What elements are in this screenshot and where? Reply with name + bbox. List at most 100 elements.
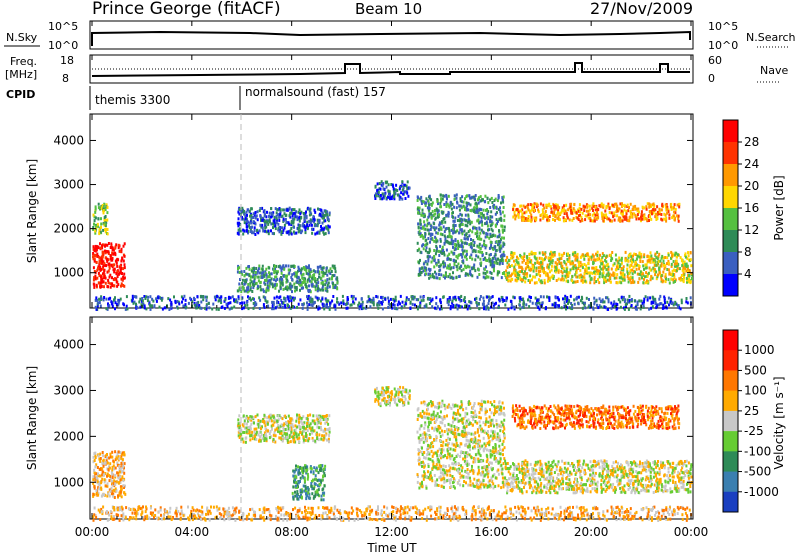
data-cell [443,265,445,268]
data-cell [306,224,308,227]
data-cell [671,263,673,266]
data-cell [448,215,450,218]
data-cell [450,202,452,205]
data-cell [118,244,120,247]
data-cell [328,414,330,417]
data-cell [448,195,450,198]
data-cell [202,298,204,301]
data-cell [272,213,274,216]
data-cell [561,306,563,309]
data-cell [108,457,110,460]
data-cell [101,462,103,465]
data-cell [414,304,416,307]
data-cell [340,301,342,304]
data-cell [326,213,328,216]
data-cell [663,264,665,267]
data-cell [326,267,328,270]
data-cell [493,269,495,272]
data-cell [563,219,565,222]
data-cell [617,281,619,284]
data-cell [304,226,306,229]
data-cell [671,273,673,276]
data-cell [602,267,604,270]
data-cell [548,296,550,299]
freq-label-2: [MHz] [5,68,37,81]
data-cell [452,300,454,303]
data-cell [688,274,690,277]
data-cell [417,195,419,198]
data-cell [299,279,301,282]
data-cell [325,287,327,290]
data-cell [245,217,247,220]
data-cell [281,272,283,275]
data-cell [475,194,477,197]
data-cell [295,286,297,289]
data-cell [535,269,537,272]
data-cell [290,212,292,215]
data-cell [439,269,441,272]
data-cell [296,306,298,309]
data-cell [173,295,175,298]
data-cell [651,302,653,305]
data-cell [281,278,283,281]
data-cell [253,307,255,310]
data-cell [595,259,597,262]
data-cell [438,254,440,257]
data-cell [101,478,103,481]
data-cell [300,216,302,219]
data-cell [214,296,216,299]
data-cell [388,302,390,305]
data-cell [105,264,107,267]
data-cell [246,423,248,426]
data-cell [596,254,598,257]
data-cell [154,304,156,307]
data-cell [459,219,461,222]
data-cell [275,207,277,210]
data-cell [631,261,633,264]
data-cell [486,212,488,215]
data-cell [464,265,466,268]
data-cell [366,300,368,303]
data-cell [111,473,113,476]
data-cell [113,284,115,287]
data-cell [311,232,313,235]
data-cell [320,209,322,212]
colorbar-tick-label: 12 [744,223,759,237]
data-cell [362,307,364,310]
data-cell [444,221,446,224]
data-cell [95,489,97,492]
data-cell [279,226,281,229]
data-cell [101,259,103,262]
data-cell [420,227,422,230]
data-cell [487,233,489,236]
data-cell [287,304,289,307]
data-cell [99,228,101,231]
data-cell [346,302,348,305]
data-cell [673,260,675,263]
data-cell [643,278,645,281]
data-cell [580,279,582,282]
data-cell [102,451,104,454]
data-cell [261,219,263,222]
data-cell [406,185,408,188]
data-cell [569,218,571,221]
data-cell [291,233,293,236]
data-cell [500,244,502,247]
data-cell [461,228,463,231]
data-cell [688,280,690,283]
data-cell [438,213,440,216]
data-cell [267,286,269,289]
data-cell [557,258,559,261]
data-cell [519,254,521,257]
data-cell [117,275,119,278]
data-cell [606,268,608,271]
data-cell [93,257,95,260]
data-cell [276,272,278,275]
data-cell [481,251,483,254]
data-cell [244,221,246,224]
data-cell [528,257,530,260]
data-cell [618,298,620,301]
data-cell [483,307,485,310]
data-cell [464,296,466,299]
